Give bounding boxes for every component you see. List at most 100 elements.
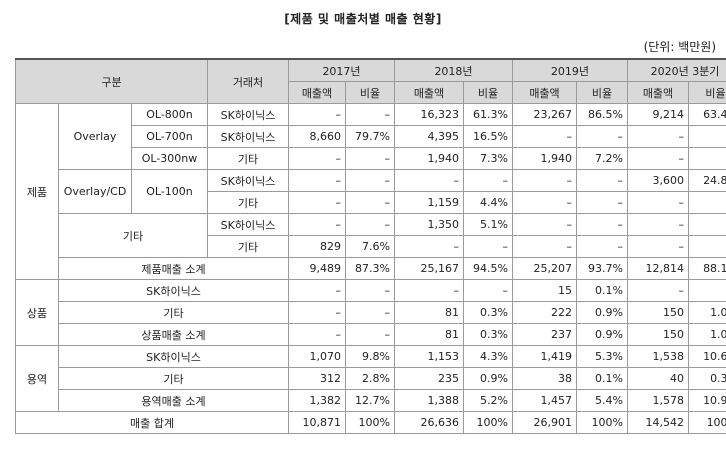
value-cell: –: [627, 213, 689, 236]
value-cell: 79.7%: [345, 125, 395, 148]
group-product: 제품: [15, 103, 59, 280]
subtotal-row: 용역매출 소계 1,382 12.7% 1,388 5.2% 1,457 5.4…: [16, 389, 726, 412]
value-cell: 1,538: [627, 345, 689, 368]
customer-cell: 기타: [58, 367, 289, 390]
value-cell: 5.3%: [576, 345, 628, 368]
value-cell: 16.5%: [463, 125, 513, 148]
customer-cell: SK하이닉스: [207, 213, 289, 236]
value-cell: –: [687, 235, 726, 258]
value-cell: 1.0%: [687, 323, 726, 346]
value-cell: 9.8%: [345, 345, 395, 368]
value-cell: –: [345, 213, 395, 236]
value-cell: 1,159: [394, 191, 464, 214]
value-cell: –: [627, 147, 689, 170]
value-cell: –: [687, 147, 726, 170]
header-ratio: 비율: [463, 81, 513, 104]
value-cell: 312: [288, 367, 346, 390]
table-row: 제품 Overlay OL-800n SK하이닉스 – – 16,323 61.…: [15, 103, 726, 280]
table-row: 상품 SK하이닉스 – – – – 15 0.1% – –: [15, 279, 726, 346]
customer-cell: 기타: [207, 191, 289, 214]
value-cell: 63.4%: [687, 103, 726, 126]
goods-subtotal-label: 상품매출 소계: [58, 323, 289, 346]
header-category: 구분: [15, 58, 208, 104]
header-customer: 거래처: [207, 58, 289, 104]
value-cell: –: [687, 191, 726, 214]
value-cell: 1,070: [288, 345, 346, 368]
value-cell: –: [576, 191, 628, 214]
value-cell: –: [345, 147, 395, 170]
value-cell: –: [394, 235, 464, 258]
value-cell: –: [627, 191, 689, 214]
value-cell: –: [687, 125, 726, 148]
value-cell: 5.2%: [463, 389, 513, 412]
value-cell: 0.1%: [576, 279, 628, 302]
header-year: 2018년: [394, 58, 513, 82]
value-cell: –: [512, 191, 577, 214]
value-cell: –: [576, 169, 628, 192]
value-cell: 10.6%: [687, 345, 726, 368]
value-cell: 26,901: [512, 411, 577, 434]
value-cell: 10.9%: [687, 389, 726, 412]
value-cell: 1.0%: [687, 301, 726, 324]
value-cell: 7.3%: [463, 147, 513, 170]
value-cell: 88.1%: [687, 257, 726, 280]
value-cell: 25,207: [512, 257, 577, 280]
value-cell: 40: [627, 367, 689, 390]
value-cell: 1,578: [627, 389, 689, 412]
value-cell: 15: [512, 279, 577, 302]
value-cell: 12,814: [627, 257, 689, 280]
value-cell: 23,267: [512, 103, 577, 126]
total-row: 매출 합계 10,871 100% 26,636 100% 26,901 100…: [15, 411, 726, 434]
value-cell: 81: [394, 323, 464, 346]
value-cell: 829: [288, 235, 346, 258]
value-cell: –: [394, 169, 464, 192]
value-cell: 1,153: [394, 345, 464, 368]
customer-cell: SK하이닉스: [207, 103, 289, 126]
header-ratio: 비율: [687, 81, 726, 104]
value-cell: 7.2%: [576, 147, 628, 170]
value-cell: –: [288, 323, 346, 346]
value-cell: –: [463, 169, 513, 192]
header-sales: 매출액: [288, 81, 346, 104]
value-cell: 25,167: [394, 257, 464, 280]
value-cell: –: [576, 235, 628, 258]
value-cell: 4.3%: [463, 345, 513, 368]
value-cell: –: [345, 191, 395, 214]
value-cell: 9,489: [288, 257, 346, 280]
customer-cell: 기타: [207, 235, 289, 258]
header-ratio: 비율: [345, 81, 395, 104]
value-cell: –: [345, 169, 395, 192]
value-cell: 3,600: [627, 169, 689, 192]
value-cell: –: [687, 213, 726, 236]
value-cell: 93.7%: [576, 257, 628, 280]
value-cell: 0.1%: [576, 367, 628, 390]
model-ol700: OL-700n: [131, 125, 208, 148]
value-cell: 16,323: [394, 103, 464, 126]
value-cell: 150: [627, 301, 689, 324]
customer-cell: 기타: [58, 301, 289, 324]
value-cell: –: [288, 213, 346, 236]
customer-cell: SK하이닉스: [58, 345, 289, 368]
customer-cell: SK하이닉스: [207, 169, 289, 192]
value-cell: –: [687, 279, 726, 302]
value-cell: 24.8%: [687, 169, 726, 192]
value-cell: 81: [394, 301, 464, 324]
value-cell: 94.5%: [463, 257, 513, 280]
value-cell: –: [345, 323, 395, 346]
value-cell: –: [288, 301, 346, 324]
value-cell: –: [512, 235, 577, 258]
value-cell: 1,940: [394, 147, 464, 170]
value-cell: 87.3%: [345, 257, 395, 280]
group-service: 용역: [15, 345, 59, 412]
subgroup-other: 기타: [58, 213, 208, 258]
service-subtotal-label: 용역매출 소계: [58, 389, 289, 412]
value-cell: 0.3%: [463, 323, 513, 346]
product-subtotal-label: 제품매출 소계: [58, 257, 289, 280]
value-cell: 235: [394, 367, 464, 390]
value-cell: –: [512, 169, 577, 192]
table-row: 기타 SK하이닉스 – – 1,350 5.1% – – – –: [16, 213, 726, 258]
value-cell: –: [512, 213, 577, 236]
group-goods: 상품: [15, 279, 59, 346]
value-cell: 100%: [576, 411, 628, 434]
unit-label: (단위: 백만원): [643, 40, 716, 54]
